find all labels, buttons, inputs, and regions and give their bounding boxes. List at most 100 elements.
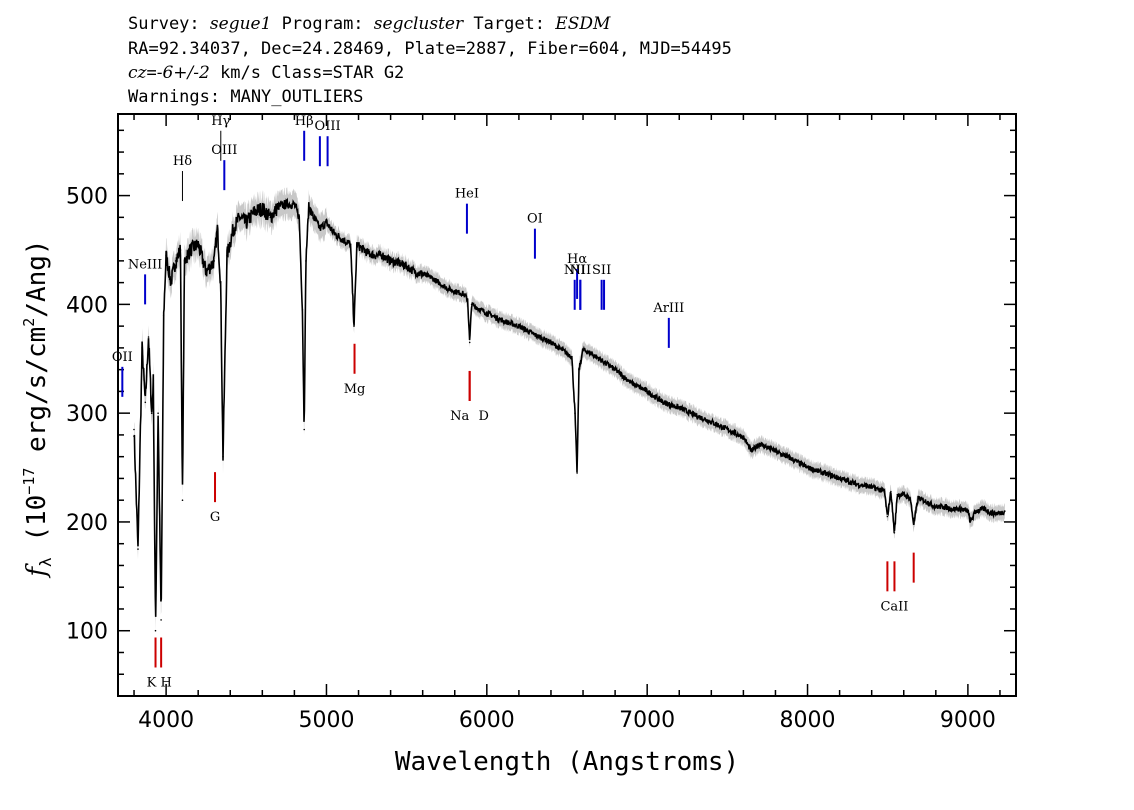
emission-line-label: ArIII (652, 301, 684, 316)
spectrum-point (137, 548, 139, 550)
spectrum-point (967, 510, 969, 512)
spectrum-point (174, 260, 177, 262)
emission-line-label: NeIII (128, 257, 162, 272)
spectrum-point (890, 490, 892, 493)
spectrum-point (183, 260, 186, 262)
y-axis-title: fλ (10−17 erg/s/cm2/Ang) (20, 239, 55, 578)
spectrum-point (566, 352, 568, 355)
spectrum-point (160, 619, 162, 621)
program-key: Program: (282, 14, 364, 34)
target-value: ESDM (554, 14, 611, 34)
spectrum-point (353, 325, 355, 327)
spectrum-point (181, 499, 184, 502)
spectrum-point (935, 505, 937, 508)
spectrum-point (381, 254, 384, 257)
emission-line-label: OIII (211, 143, 237, 158)
x-tick-label: 7000 (619, 708, 675, 733)
spectrum-point (165, 254, 167, 257)
spectrum-point (790, 458, 793, 460)
spectrum-point (144, 401, 147, 404)
y-tick-label: 500 (66, 185, 108, 210)
spectrum-point (298, 216, 301, 219)
emission-line-label: Hα (567, 252, 587, 267)
emission-line-label: OIII (315, 119, 341, 134)
cz-value: -6+/-2 (157, 63, 210, 83)
spectrum-point (226, 254, 228, 257)
spectrum-point (239, 216, 241, 219)
plot-layers: 4000 5000 6000 7000 8000 9000 100 200 300 400 500 O… (66, 113, 1017, 733)
absorption-line-label: K (147, 675, 157, 690)
spectrum-point (454, 290, 456, 293)
x-tick-label: 8000 (780, 708, 836, 733)
spectrum-point (269, 216, 272, 219)
spectrum-point (349, 243, 352, 246)
y-axis-unit-open: (10 (22, 495, 52, 558)
spectrum-point (883, 490, 886, 493)
spectrum-point (179, 249, 182, 251)
spectrum-point (437, 281, 440, 284)
spectrum-point (405, 265, 408, 268)
spectrum-point (854, 483, 857, 485)
spectrum-point (397, 262, 400, 264)
absorption-line-label: Na (450, 409, 469, 424)
spectrum-point (356, 243, 358, 246)
spectrum-point (518, 325, 520, 327)
spectrum-point (319, 227, 321, 229)
emission-line-label: NII (569, 263, 591, 278)
spectrum-point (558, 347, 560, 349)
x-axis-ticks: 4000 5000 6000 7000 8000 9000 (133, 114, 1001, 733)
emission-line-label: HeI (455, 187, 479, 202)
spectrum-point (710, 421, 713, 423)
emission-line-label: Hδ (173, 154, 192, 169)
y-axis-unit-mid: erg/s/cm (22, 327, 52, 468)
spectrum-point (141, 347, 143, 349)
spectrum-point (157, 412, 159, 415)
x-tick-label: 4000 (138, 708, 194, 733)
spectrum-point (917, 497, 919, 499)
spectrum-point (822, 472, 825, 474)
spectrum-point (232, 227, 235, 229)
spectrum-point (325, 222, 328, 224)
emission-line-label: OII (112, 350, 133, 365)
spectrum-point (582, 349, 584, 351)
spectrum-point (838, 477, 841, 480)
y-axis-unit-close: /Ang) (22, 239, 52, 317)
spectrum-point (189, 249, 191, 251)
spectrum-point (486, 312, 488, 314)
spectrum-point (991, 512, 993, 514)
spectrum-point (943, 505, 945, 508)
emission-line-label: SII (592, 263, 611, 278)
spectrum-point (133, 428, 135, 431)
header-line-4: Warnings: MANY_OUTLIERS (128, 87, 363, 107)
y-axis-exponent: −17 (20, 468, 38, 495)
spectrum-point (312, 216, 315, 219)
spectrum-point (896, 493, 899, 496)
spectrum-point (646, 390, 648, 393)
spectrum-point (197, 243, 199, 246)
spectrum-point (150, 412, 153, 415)
spectrum-point (951, 508, 953, 510)
spectrum-point (927, 501, 929, 504)
spectrum-point (806, 466, 809, 469)
spectrum-point (774, 450, 777, 453)
spectrum-point (903, 493, 905, 496)
y-axis-subscript: λ (36, 557, 55, 567)
spectrum-point (870, 486, 873, 488)
y-axis-ticks: 100 200 300 400 500 (66, 129, 1016, 697)
emission-line-label: Hγ (211, 114, 230, 129)
spectrum-point (726, 428, 729, 431)
spectrum-point (1004, 510, 1006, 512)
y-axis-exponent-2: 2 (20, 318, 38, 327)
spectrum-point (341, 238, 344, 240)
spectrum-point (502, 319, 504, 322)
y-tick-label: 400 (66, 293, 108, 318)
program-value: segcluster (374, 14, 464, 34)
spectrum-point (213, 260, 215, 262)
spectrum-point (303, 428, 306, 431)
y-tick-label: 100 (66, 620, 108, 645)
spectrum-point (630, 381, 632, 384)
y-tick-label: 300 (66, 402, 108, 427)
spectrum-point (959, 508, 961, 510)
